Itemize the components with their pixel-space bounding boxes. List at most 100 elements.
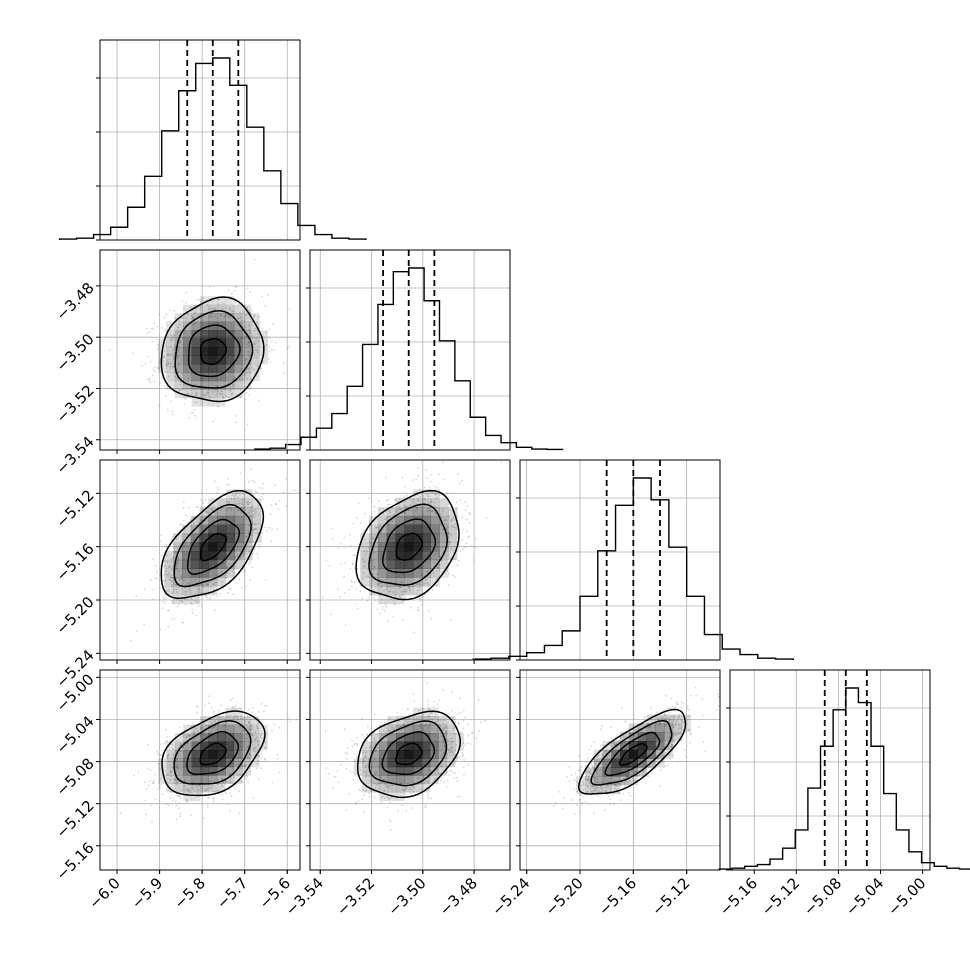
scatter-point: [288, 346, 291, 349]
scatter-point: [684, 755, 687, 758]
x-tick-label: −5.8: [170, 874, 208, 912]
scatter-point: [250, 755, 253, 757]
scatter-point: [355, 603, 357, 606]
density-cell: [233, 733, 243, 742]
scatter-point: [255, 527, 257, 530]
scatter-point: [359, 789, 362, 792]
scatter-point: [239, 396, 242, 399]
scatter-point: [250, 723, 253, 726]
density-cell: [377, 595, 388, 605]
density-cell: [216, 296, 226, 306]
scatter-point: [351, 745, 354, 748]
density-cell: [404, 577, 414, 587]
density-cell: [164, 577, 174, 587]
density-cell: [217, 568, 227, 578]
scatter-point: [425, 578, 428, 580]
scatter-point: [388, 590, 390, 593]
scatter-point: [239, 472, 242, 475]
scatter-point: [137, 771, 139, 774]
density-cell: [233, 724, 243, 734]
scatter-point: [251, 522, 254, 525]
scatter-point: [153, 322, 156, 325]
scatter-point: [249, 353, 252, 356]
scatter-point: [179, 812, 182, 815]
density-cell: [216, 372, 226, 382]
scatter-point: [261, 482, 264, 485]
scatter-point: [389, 598, 392, 600]
scatter-point: [426, 510, 429, 513]
density-cell: [174, 321, 184, 331]
density-panel-2-1: [96, 249, 301, 454]
scatter-point: [157, 344, 159, 346]
scatter-point: [576, 804, 578, 807]
scatter-point: [384, 778, 387, 781]
scatter-point: [386, 585, 389, 588]
scatter-point: [164, 371, 167, 374]
density-cell: [216, 338, 226, 348]
scatter-point: [377, 500, 380, 502]
scatter-point: [201, 583, 204, 586]
scatter-point: [374, 750, 376, 753]
density-cell: [421, 542, 432, 552]
scatter-point: [176, 598, 178, 601]
scatter-point: [244, 550, 247, 553]
scatter-point: [204, 595, 207, 598]
scatter-point: [400, 593, 403, 596]
scatter-point: [217, 488, 220, 491]
scatter-point: [365, 764, 368, 767]
scatter-point: [159, 768, 162, 771]
scatter-point: [233, 776, 236, 779]
scatter-point: [161, 600, 164, 603]
scatter-point: [205, 510, 208, 513]
scatter-point: [209, 396, 211, 399]
scatter-point: [170, 338, 172, 341]
scatter-point: [389, 590, 392, 593]
density-cell: [377, 524, 388, 534]
scatter-point: [694, 686, 697, 689]
scatter-point: [229, 387, 232, 390]
scatter-point: [434, 485, 436, 488]
density-cell: [233, 716, 243, 726]
scatter-point: [143, 587, 146, 590]
scatter-point: [441, 510, 444, 513]
density-cell: [166, 775, 176, 784]
scatter-point: [474, 538, 477, 541]
scatter-point: [405, 492, 407, 495]
scatter-point: [235, 421, 238, 424]
contour-line: [356, 710, 462, 799]
scatter-point: [448, 540, 451, 543]
scatter-point: [214, 315, 217, 318]
scatter-point: [174, 800, 177, 803]
density-cell: [386, 551, 396, 561]
scatter-point: [439, 555, 441, 557]
scatter-point: [610, 737, 613, 740]
density-cell: [216, 749, 226, 759]
scatter-point: [181, 789, 184, 792]
scatter-point: [437, 553, 440, 556]
scatter-point: [217, 709, 220, 712]
scatter-point: [257, 778, 260, 780]
scatter-point: [163, 356, 165, 358]
density-cell: [386, 559, 396, 569]
density-cell: [233, 749, 243, 759]
scatter-point: [398, 595, 401, 598]
scatter-point: [197, 591, 200, 594]
density-cell: [421, 515, 432, 525]
scatter-point: [278, 500, 281, 502]
scatter-point: [404, 719, 406, 721]
density-cell: [242, 363, 252, 373]
scatter-point: [449, 533, 452, 536]
density-cell: [208, 542, 218, 552]
scatter-point: [244, 765, 247, 768]
scatter-point: [407, 722, 409, 725]
scatter-point: [427, 610, 430, 613]
scatter-point: [328, 565, 331, 567]
scatter-point: [229, 699, 232, 701]
scatter-point: [199, 589, 201, 592]
scatter-point: [183, 785, 186, 787]
scatter-point: [180, 775, 183, 778]
scatter-point: [459, 711, 462, 714]
scatter-point: [384, 609, 387, 612]
density-cell: [200, 389, 209, 399]
panel-frame: [729, 669, 931, 871]
